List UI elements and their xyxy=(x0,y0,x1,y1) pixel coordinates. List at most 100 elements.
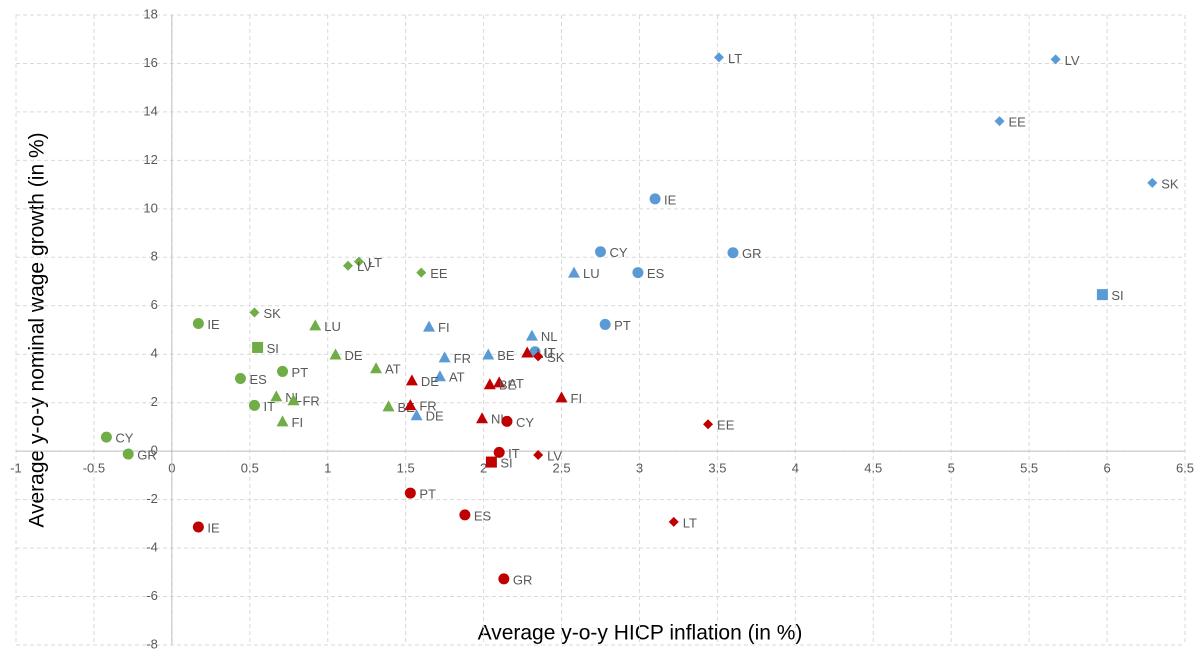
point xyxy=(277,365,289,377)
point xyxy=(276,415,289,427)
point xyxy=(713,52,724,63)
data-label: IE xyxy=(207,317,220,332)
y-axis-title: Average y-o-y nominal wage growth (in %) xyxy=(26,132,49,527)
y-tick-label: 16 xyxy=(143,55,157,70)
point xyxy=(438,351,451,363)
y-tick-label: 14 xyxy=(143,103,157,118)
point xyxy=(1147,177,1158,188)
point xyxy=(433,370,446,382)
point xyxy=(994,116,1005,127)
data-label: ES xyxy=(647,266,665,281)
point xyxy=(353,256,364,267)
point xyxy=(234,372,246,384)
data-label: PT xyxy=(292,365,309,380)
data-label: ES xyxy=(474,508,492,523)
y-tick-label: -8 xyxy=(146,636,158,650)
data-label: SI xyxy=(500,455,512,470)
y-tick-label: -4 xyxy=(146,540,158,555)
data-label: LU xyxy=(324,319,341,334)
point xyxy=(533,351,544,362)
point xyxy=(423,320,436,332)
x-tick-label: 3 xyxy=(636,461,643,476)
data-label: IT xyxy=(544,345,556,360)
data-label: IT xyxy=(263,399,275,414)
data-label: AT xyxy=(508,376,524,391)
point xyxy=(555,391,568,403)
y-tick-label: 0 xyxy=(151,443,158,458)
x-tick-label: 2 xyxy=(480,461,487,476)
y-tick-label: 18 xyxy=(143,6,157,21)
data-label: LT xyxy=(683,515,697,530)
point xyxy=(382,400,395,412)
data-label: GR xyxy=(137,447,157,462)
point xyxy=(309,319,322,331)
data-label: EE xyxy=(430,266,448,281)
x-tick-label: 4 xyxy=(792,461,799,476)
point xyxy=(404,487,416,499)
data-label: FR xyxy=(454,351,471,366)
data-label: CY xyxy=(115,431,133,446)
point xyxy=(405,374,418,386)
data-label: CY xyxy=(610,245,628,260)
point xyxy=(668,516,679,527)
data-label: IE xyxy=(664,192,677,207)
point xyxy=(249,307,260,318)
data-label: NL xyxy=(541,329,558,344)
data-label: FR xyxy=(302,394,319,409)
point xyxy=(493,446,505,458)
data-label: SI xyxy=(267,341,279,356)
point xyxy=(649,193,661,205)
data-label: IE xyxy=(207,520,220,535)
data-label: LU xyxy=(583,266,600,281)
point xyxy=(370,362,383,374)
point xyxy=(100,431,112,443)
data-label: IT xyxy=(508,446,520,461)
data-label: SK xyxy=(547,350,565,365)
point xyxy=(483,378,496,390)
point xyxy=(342,260,353,271)
data-label: FI xyxy=(571,391,583,406)
point xyxy=(459,509,471,521)
point xyxy=(498,573,510,585)
point xyxy=(329,348,342,360)
x-tick-label: 4.5 xyxy=(864,461,882,476)
y-tick-label: 10 xyxy=(143,200,157,215)
point xyxy=(404,399,417,411)
point xyxy=(525,329,538,341)
y-tick-label: 6 xyxy=(151,297,158,312)
point xyxy=(521,346,534,358)
point xyxy=(252,341,264,353)
x-tick-label: 0.5 xyxy=(241,461,259,476)
data-label: ES xyxy=(249,372,267,387)
point xyxy=(416,267,427,278)
x-tick-label: 6 xyxy=(1103,461,1110,476)
data-label: FI xyxy=(292,415,304,430)
data-label: DE xyxy=(421,374,439,389)
point xyxy=(270,390,283,402)
data-label: FR xyxy=(419,399,436,414)
data-label: LT xyxy=(368,255,382,270)
point xyxy=(410,409,423,421)
point xyxy=(287,394,300,406)
data-label: CY xyxy=(516,415,534,430)
data-label: FI xyxy=(438,320,450,335)
point xyxy=(501,415,513,427)
point xyxy=(599,318,611,330)
point xyxy=(568,266,581,278)
x-tick-label: 2.5 xyxy=(552,461,570,476)
x-tick-label: -0.5 xyxy=(83,461,105,476)
data-label: DE xyxy=(345,348,363,363)
x-tick-label: 5.5 xyxy=(1020,461,1038,476)
y-tick-label: -2 xyxy=(146,491,158,506)
data-label: PT xyxy=(614,318,631,333)
point xyxy=(476,412,489,424)
point xyxy=(533,450,544,461)
point xyxy=(727,247,739,259)
data-label: EE xyxy=(717,418,735,433)
data-label: LT xyxy=(728,51,742,66)
data-label: SK xyxy=(263,306,281,321)
x-tick-label: 5 xyxy=(948,461,955,476)
y-tick-label: 8 xyxy=(151,249,158,264)
point xyxy=(192,317,204,329)
x-tick-label: 6.5 xyxy=(1176,461,1194,476)
